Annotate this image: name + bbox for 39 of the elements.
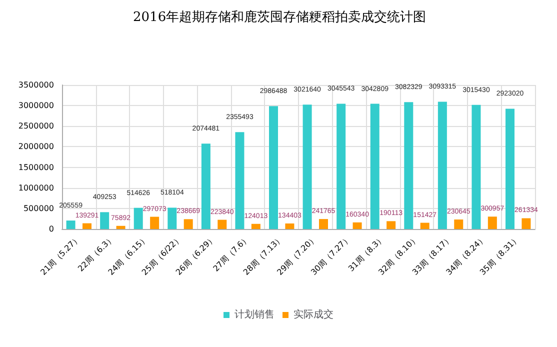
bar — [218, 220, 227, 229]
bar — [235, 132, 244, 229]
y-tick-label: 3500000 — [18, 80, 54, 90]
bar — [82, 223, 92, 229]
bar — [336, 104, 346, 229]
bar — [386, 221, 396, 229]
legend-label: 计划销售 — [234, 308, 274, 320]
y-tick-label: 1500000 — [18, 162, 54, 172]
y-tick-label: 3000000 — [18, 101, 54, 110]
bar — [506, 108, 515, 229]
bar — [318, 219, 328, 229]
bar — [150, 216, 160, 229]
bar — [134, 208, 143, 229]
bar — [251, 224, 260, 229]
bar — [269, 106, 278, 229]
bar — [522, 218, 531, 229]
bar — [370, 104, 380, 229]
bar — [352, 222, 362, 229]
bar — [285, 223, 294, 229]
bar — [302, 104, 312, 229]
bar — [420, 222, 430, 229]
chart-title: 2016年超期存储和鹿茨囤存储粳稻拍卖成交统计图 — [133, 9, 426, 25]
bar — [472, 104, 481, 229]
bar — [66, 220, 76, 229]
y-tick-label: 1000000 — [18, 183, 54, 192]
y-tick-label: 2500000 — [18, 122, 54, 131]
bar — [116, 226, 126, 229]
bar — [454, 220, 464, 229]
bar — [100, 212, 110, 229]
bar — [404, 102, 414, 229]
legend-label: 实际成交 — [294, 308, 334, 320]
bar — [201, 144, 210, 229]
bar — [438, 102, 447, 229]
y-tick-label: 0 — [48, 224, 54, 234]
bar — [488, 216, 497, 229]
bar — [184, 219, 193, 229]
y-tick-label: 2000000 — [18, 142, 54, 152]
y-tick-label: 500000 — [23, 204, 54, 213]
bar — [168, 208, 177, 229]
